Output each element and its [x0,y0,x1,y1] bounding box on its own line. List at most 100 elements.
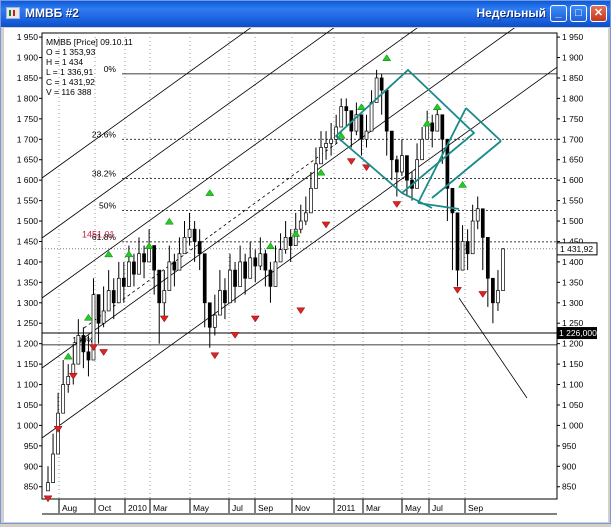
sell-signal-marker [230,332,240,339]
price-bar-body [293,228,298,246]
price-bar-body [491,277,495,304]
y-tick-label: 1 000 [562,420,584,430]
fib-level-label: 61.8% [92,232,117,242]
y-tick-label: 1 200 [17,339,39,349]
y-tick-label: 1 300 [562,298,584,308]
period-label[interactable]: Недельный [476,6,546,20]
price-bar-body [132,261,136,275]
price-bar-body [197,241,202,255]
maximize-button[interactable]: □ [570,5,587,22]
price-marker-label: 1451,01 [82,229,115,239]
x-tick-label: Aug [62,503,77,513]
info-box: MMBБ [Price] 09.10.11 O = 1 353,93 H = 1… [46,37,133,97]
title-bar[interactable]: ММВБ #2 Недельный _ □ ✕ [1,1,610,27]
sell-signal-marker [99,349,109,356]
y-tick-label: 1 400 [562,257,584,267]
price-bar-body [56,412,60,455]
price-bar-body [268,269,273,287]
fib-level-label: 0% [104,64,117,74]
price-bar-body [182,237,187,255]
buy-signal-marker [356,103,366,111]
x-tick-label: Jul [432,503,443,513]
fib-level-label: 50% [99,200,116,210]
y-tick-label: 1 800 [17,93,39,103]
y-tick-label: 1 500 [562,216,584,226]
y-axis-left: 1 950 1 900 1 850 1 800 1 750 1 700 1 650 1 600… [17,32,42,492]
buy-signal-marker [164,217,174,225]
price-bar-body [238,261,242,287]
y-tick-label: 1 350 [562,277,584,287]
info-line-2: O = 1 353,93 [46,47,96,57]
price-bar-body [167,261,172,291]
price-bar-body [278,249,283,263]
price-bar-body [127,261,131,287]
buy-signal-marker [432,103,442,111]
price-bar-body [314,163,318,189]
price-bar-body [162,290,167,304]
minimize-icon: _ [555,7,562,19]
diamond-pattern-large [334,68,476,195]
price-bar-body [415,159,419,189]
y-tick-label: 1 600 [562,175,584,185]
y-tick-label: 1 700 [17,134,39,144]
x-tick-label: Sep [468,503,483,513]
sell-signal-marker [453,287,462,294]
close-button[interactable]: ✕ [590,5,607,22]
sell-signal-marker [321,221,331,229]
price-bar-body [212,314,217,328]
price-bar-body [384,89,389,132]
y-tick-label: 1 900 [17,53,39,63]
buy-signal-marker [265,242,275,249]
price-bar-body [121,277,126,287]
price-bar-body [157,269,162,304]
price-bar-body [106,290,111,312]
y-tick-label: 1 800 [562,93,584,103]
diamond-extension [401,192,433,209]
current-price-tag: 1 431,92 [556,242,598,256]
price-bar-body [496,290,500,304]
minimize-button[interactable]: _ [550,5,567,22]
x-tick-label: May [405,503,422,513]
y-tick-label: 1 050 [562,400,584,410]
price-bar-body [298,220,303,230]
y-tick-label: 1 950 [562,32,584,42]
y-axis-right: 1 950 1 900 1 850 1 800 1 750 1 700 1 650 1 600… [557,32,584,492]
price-bar-body [152,245,157,271]
buy-signal-marker [422,119,432,127]
price-bar-body [460,241,465,271]
buy-signal-marker [83,313,93,321]
close-icon: ✕ [593,7,604,19]
price-bar-body [334,126,339,140]
price-bar-body [379,77,384,91]
y-tick-label: 1 300 [17,298,39,308]
price-bar-body [258,253,263,267]
y-tick-label: 1 150 [17,359,39,369]
diamond-pattern-small [431,140,502,199]
y-tick-label: 1 250 [17,318,39,328]
price-bar-body [405,155,409,181]
price-bar-body [303,212,308,222]
price-bar-body [394,159,399,173]
price-bar-body [369,102,374,132]
sell-signal-marker [362,164,371,172]
y-tick-label: 1 750 [562,114,584,124]
diamond-patterns [334,68,502,210]
channel-line [41,0,457,299]
window-title: ММВБ #2 [25,6,79,20]
price-bar-body [465,241,470,255]
y-tick-label: 1 700 [562,134,584,144]
price-bar-body [470,220,475,255]
y-tick-label: 1 450 [17,236,39,246]
sell-signal-marker [159,315,169,323]
price-bar-body [76,335,81,365]
channel-line [41,0,554,369]
price-bar-body [339,106,344,128]
buy-signal-marker [336,131,346,139]
price-bar-body [480,208,485,238]
y-tick-label: 1 100 [562,380,584,390]
projection-line [458,297,528,399]
sell-signal-marker [68,372,78,380]
buy-signal-marker [316,168,326,176]
